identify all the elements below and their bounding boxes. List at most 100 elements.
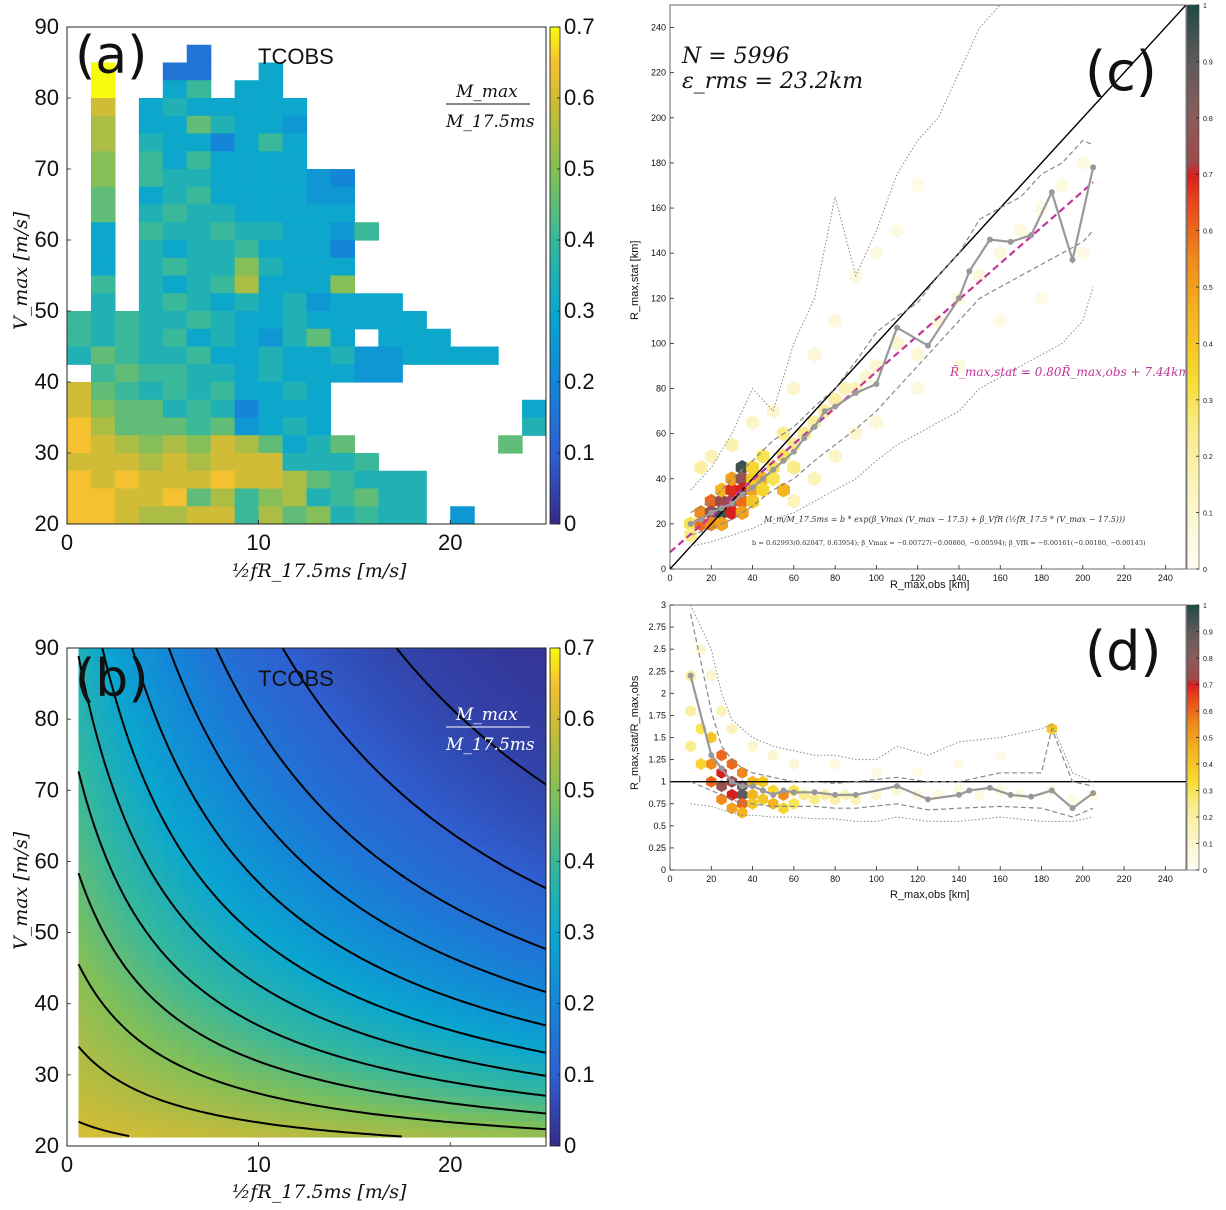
contour-fill-cell: [444, 1071, 454, 1081]
panel-a-title: TCOBS: [258, 44, 334, 69]
contour-fill-cell: [273, 1006, 282, 1016]
contour-fill-cell: [148, 786, 158, 796]
contour-fill-cell: [514, 990, 524, 1000]
contour-fill-cell: [265, 998, 275, 1008]
heatmap-cell: [186, 257, 212, 277]
contour-fill-cell: [530, 973, 540, 983]
contour-fill-cell: [413, 819, 423, 829]
heatmap-cell: [306, 293, 332, 312]
contour-fill-cell: [265, 786, 275, 796]
contour-fill-cell: [304, 745, 314, 755]
contour-fill-cell: [195, 957, 204, 967]
contour-fill-cell: [101, 827, 111, 837]
contour-fill-cell: [538, 762, 546, 771]
contour-fill-cell: [226, 1128, 236, 1138]
contour-fill-cell: [436, 810, 446, 820]
contour-fill-cell: [468, 851, 477, 861]
contour-fill-cell: [101, 949, 111, 959]
contour-fill-cell: [101, 884, 111, 894]
contour-fill-cell: [109, 672, 119, 682]
contour-fill-cell: [86, 729, 95, 739]
heatmap-cell: [186, 151, 212, 170]
contour-fill-cell: [358, 762, 368, 771]
contour-fill-cell: [210, 843, 220, 853]
contour-fill-cell: [429, 745, 438, 755]
contour-fill-cell: [366, 933, 376, 943]
contour-fill-cell: [281, 941, 290, 951]
contour-fill-cell: [390, 1030, 399, 1040]
contour-fill-cell: [522, 802, 532, 812]
hexbin: [911, 178, 925, 193]
contour-fill-cell: [366, 1071, 376, 1081]
contour-fill-cell: [86, 884, 95, 894]
contour-fill-cell: [117, 696, 127, 706]
contour-fill-cell: [296, 827, 306, 837]
contour-fill-cell: [171, 900, 181, 910]
contour-fill-cell: [405, 745, 415, 755]
heatmap-cell: [138, 399, 164, 419]
contour-fill-cell: [436, 688, 446, 698]
contour-fill-cell: [101, 745, 111, 755]
heatmap-cell: [114, 364, 140, 383]
contour-fill-cell: [164, 1096, 173, 1105]
contour-fill-cell: [320, 696, 329, 706]
contour-fill-cell: [397, 762, 407, 771]
contour-fill-cell: [312, 990, 321, 1000]
contour-fill-cell: [164, 916, 173, 926]
contour-fill-cell: [203, 867, 212, 877]
heatmap-cell: [162, 470, 188, 490]
contour-fill-cell: [265, 949, 275, 959]
contour-fill-cell: [522, 1071, 532, 1081]
contour-fill-cell: [234, 1128, 243, 1138]
contour-fill-cell: [522, 648, 532, 657]
contour-fill-cell: [210, 867, 220, 877]
contour-fill-cell: [397, 859, 407, 869]
contour-fill-cell: [312, 810, 321, 820]
contour-fill-cell: [179, 721, 189, 731]
contour-fill-cell: [452, 745, 462, 755]
contour-fill-cell: [358, 851, 368, 861]
contour-fill-cell: [249, 1104, 259, 1114]
contour-fill-cell: [265, 802, 275, 812]
contour-fill-cell: [413, 990, 423, 1000]
contour-fill-cell: [351, 973, 360, 983]
contour-fill-cell: [257, 876, 267, 886]
contour-fill-cell: [164, 973, 173, 983]
heatmap-cell: [330, 453, 355, 472]
contour-fill-cell: [436, 957, 446, 967]
contour-fill-cell: [249, 859, 259, 869]
contour-fill-cell: [148, 933, 158, 943]
heatmap-cell: [90, 257, 116, 277]
contour-fill-cell: [335, 859, 345, 869]
contour-fill-cell: [475, 745, 485, 755]
contour-fill-cell: [444, 664, 454, 674]
contour-fill-cell: [514, 1047, 524, 1057]
contour-fill-cell: [366, 688, 376, 698]
contour-fill-cell: [491, 648, 501, 657]
heatmap-cell: [186, 311, 212, 330]
contour-fill-cell: [288, 729, 298, 739]
panel-b-frac-num: M_max: [455, 705, 518, 725]
contour-fill-cell: [366, 762, 376, 771]
contour-fill-cell: [530, 908, 540, 918]
contour-fill-cell: [429, 688, 438, 698]
contour-fill-cell: [296, 680, 306, 690]
contour-fill-cell: [499, 949, 508, 959]
hexbin: [695, 643, 707, 656]
contour-fill-cell: [320, 1030, 329, 1040]
contour-fill-cell: [514, 1079, 524, 1089]
contour-fill-cell: [514, 745, 524, 755]
contour-fill-cell: [491, 1055, 501, 1065]
contour-fill-cell: [429, 884, 438, 894]
contour-fill-cell: [304, 876, 314, 886]
contour-fill-cell: [156, 794, 166, 804]
contour-fill-cell: [327, 924, 337, 934]
contour-fill-cell: [78, 1128, 88, 1138]
contour-fill-cell: [405, 1047, 415, 1057]
contour-fill-cell: [530, 998, 540, 1008]
contour-fill-cell: [187, 688, 197, 698]
contour-fill-cell: [156, 876, 166, 886]
contour-fill-cell: [343, 908, 353, 918]
contour-fill-cell: [273, 648, 282, 657]
contour-fill-cell: [366, 924, 376, 934]
